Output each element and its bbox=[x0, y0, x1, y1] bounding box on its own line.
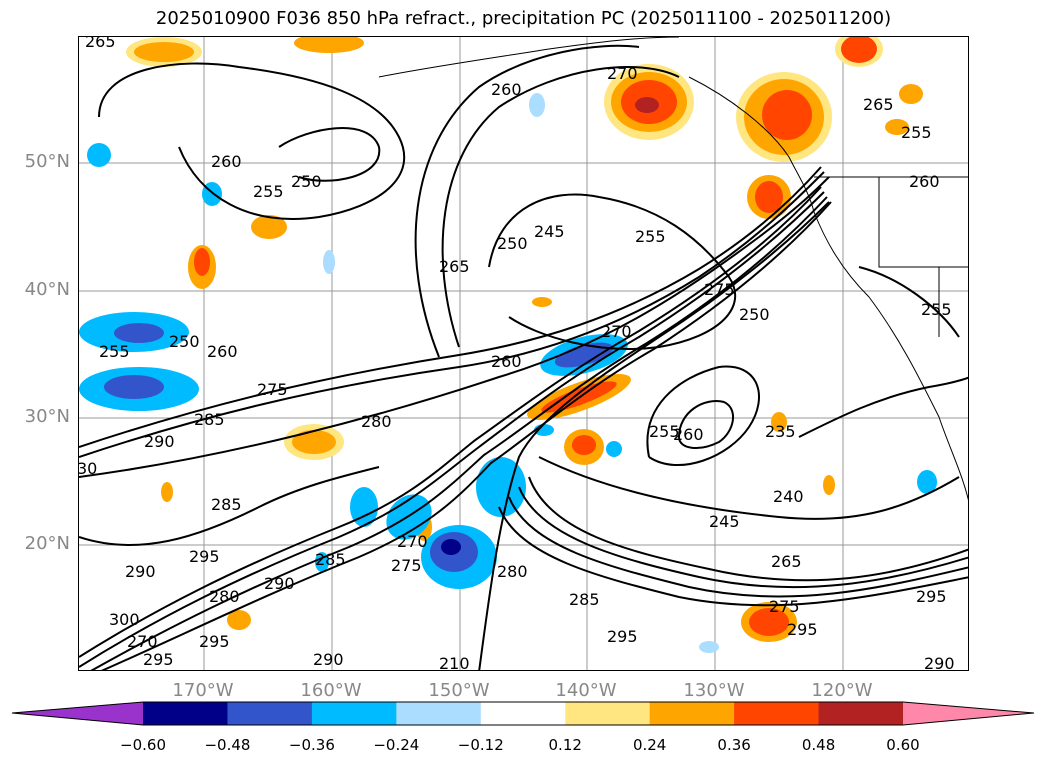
lon-label-120w: 120°W bbox=[811, 680, 873, 701]
contour-label: 295 bbox=[189, 547, 220, 566]
lon-label-140w: 140°W bbox=[555, 680, 617, 701]
contour-label: 295 bbox=[199, 632, 230, 651]
contour-label: 270 bbox=[397, 532, 428, 551]
contour-label: 260 bbox=[491, 80, 522, 99]
contour-label: 260 bbox=[673, 425, 704, 444]
contour-label: 285 bbox=[211, 495, 242, 514]
contour-label: 295 bbox=[916, 587, 947, 606]
lat-label-20n: 20°N bbox=[24, 533, 70, 554]
colorbar-tick-label: 0.12 bbox=[548, 736, 582, 754]
colorbar-swatch bbox=[480, 702, 566, 725]
contour-label: 260 bbox=[207, 342, 238, 361]
contour-label: 255 bbox=[253, 182, 284, 201]
colorbar bbox=[11, 701, 1035, 726]
contour-label: 290 bbox=[924, 654, 955, 671]
contour-label: 280 bbox=[497, 562, 528, 581]
contour-label: 290 bbox=[144, 432, 175, 451]
colorbar-swatch bbox=[396, 702, 482, 725]
contour-label: 255 bbox=[921, 300, 952, 319]
colorbar-tick-label: 0.60 bbox=[886, 736, 920, 754]
contour-label: 275 bbox=[704, 280, 735, 299]
lon-label-130w: 130°W bbox=[683, 680, 745, 701]
lat-label-30n: 30°N bbox=[24, 406, 70, 427]
colorbar-swatch bbox=[143, 702, 228, 725]
colorbar-swatch bbox=[649, 702, 735, 725]
contour-label: 235 bbox=[765, 422, 796, 441]
map-title: 2025010900 F036 850 hPa refract., precip… bbox=[155, 8, 892, 29]
coastlines bbox=[378, 37, 968, 501]
contour-label: 240 bbox=[773, 487, 804, 506]
refractivity-contours bbox=[79, 44, 968, 670]
contour-label: 260 bbox=[909, 172, 940, 191]
contour-label: 265 bbox=[771, 552, 802, 571]
contour-label: 275 bbox=[769, 597, 800, 616]
contour-label: 285 bbox=[569, 590, 600, 609]
contour-label: 285 bbox=[194, 410, 225, 429]
contour-label: 245 bbox=[534, 222, 565, 241]
colorbar-tick-label: 0.24 bbox=[632, 736, 667, 754]
contour-label: 275 bbox=[257, 380, 288, 399]
contour-label: 210 bbox=[439, 654, 470, 671]
contour-label: 255 bbox=[649, 422, 680, 441]
colorbar-swatch bbox=[565, 702, 651, 725]
contour-label: 295 bbox=[787, 620, 818, 639]
lon-label-150w: 150°W bbox=[428, 680, 490, 701]
colorbar-tick-label: 0.36 bbox=[717, 736, 751, 754]
contour-label: 270 bbox=[601, 322, 632, 341]
lon-label-170w: 170°W bbox=[172, 680, 234, 701]
contour-label: 295 bbox=[607, 627, 638, 646]
contour-label: 295 bbox=[143, 650, 174, 669]
contour-label: 280 bbox=[361, 412, 392, 431]
contour-label: 260 bbox=[211, 152, 242, 171]
contour-label: 275 bbox=[391, 556, 422, 575]
lon-label-160w: 160°W bbox=[300, 680, 362, 701]
colorbar-swatch bbox=[311, 702, 397, 725]
contour-label: 285 bbox=[315, 550, 346, 569]
contour-label: 265 bbox=[439, 257, 470, 276]
colorbar-tick-label: −0.12 bbox=[457, 736, 504, 754]
colorbar-swatch bbox=[734, 702, 820, 725]
contour-label: 290 bbox=[125, 562, 156, 581]
colorbar-swatch bbox=[227, 702, 313, 725]
colorbar-tick-label: −0.36 bbox=[288, 736, 335, 754]
graticule bbox=[79, 37, 968, 670]
contour-label: 290 bbox=[313, 650, 344, 669]
colorbar-tick-label: −0.24 bbox=[373, 736, 420, 754]
colorbar-extension-min bbox=[12, 702, 143, 725]
colorbar-swatches bbox=[12, 702, 1034, 725]
contour-label: 270 bbox=[127, 632, 158, 651]
contour-label: 290 bbox=[264, 574, 295, 593]
lat-label-40n: 40°N bbox=[24, 279, 70, 300]
contour-label: 245 bbox=[709, 512, 740, 531]
contour-label: 250 bbox=[291, 172, 322, 191]
colorbar-tick-label: 0.48 bbox=[801, 736, 836, 754]
contour-label: 280 bbox=[209, 587, 240, 606]
contour-label: 260 bbox=[491, 352, 522, 371]
contour-label-layer: 265 270 260 265 255 260 255 250 265 250 … bbox=[79, 37, 955, 671]
contour-label: 270 bbox=[607, 64, 638, 83]
contour-label: 250 bbox=[169, 332, 200, 351]
colorbar-tick-label: −0.60 bbox=[120, 736, 166, 754]
colorbar-swatch bbox=[818, 702, 904, 725]
lat-label-50n: 50°N bbox=[24, 151, 70, 172]
contour-label: 300 bbox=[109, 610, 140, 629]
contour-label: 255 bbox=[635, 227, 666, 246]
precip-positive-areas bbox=[126, 37, 923, 642]
colorbar-tick-label: −0.48 bbox=[204, 736, 251, 754]
colorbar-outline bbox=[11, 701, 1035, 726]
precip-negative-areas bbox=[79, 93, 937, 653]
contour-label: 250 bbox=[497, 234, 528, 253]
contour-label: 265 bbox=[863, 95, 894, 114]
map-plot-area: 265 270 260 265 255 260 255 250 265 250 … bbox=[78, 36, 969, 671]
colorbar-extension-max bbox=[903, 702, 1034, 725]
contour-label: 255 bbox=[901, 123, 932, 142]
contour-label: 30 bbox=[79, 459, 97, 478]
map-canvas: 265 270 260 265 255 260 255 250 265 250 … bbox=[79, 37, 968, 671]
contour-label: 250 bbox=[739, 305, 770, 324]
contour-label: 265 bbox=[85, 37, 116, 51]
contour-label: 255 bbox=[99, 342, 130, 361]
